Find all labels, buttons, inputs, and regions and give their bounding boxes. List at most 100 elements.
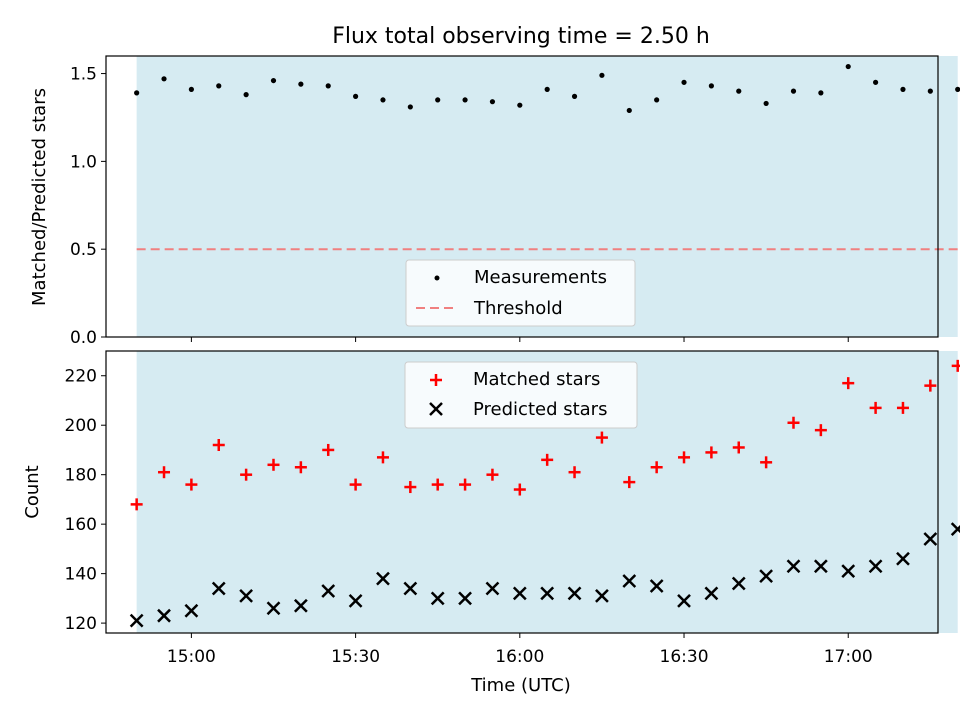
measurement-point (708, 83, 714, 89)
legend-measurements-label: Measurements (474, 267, 607, 288)
predicted-star-point (458, 591, 472, 606)
top-y-tick-label: 0.0 (70, 328, 97, 348)
measurement-point (216, 83, 222, 89)
bottom-y-tick-label: 180 (65, 466, 97, 486)
bottom-y-axis: 120 140 160 180 200 220 (65, 367, 106, 634)
predicted-star-point (403, 581, 418, 596)
predicted-star-point (759, 569, 774, 583)
matched-star-point (732, 441, 745, 454)
matched-star-point (486, 468, 499, 481)
top-y-axis: 0.0 0.5 1.0 1.5 (70, 65, 106, 348)
predicted-star-point (731, 576, 746, 591)
predicted-star-point (950, 522, 960, 536)
bottom-x-tick-label: 15:30 (331, 647, 380, 667)
predicted-star-point (786, 559, 801, 574)
measurement-point (544, 86, 550, 92)
predicted-star-point (813, 559, 828, 574)
bottom-x-axis: 15:00 15:30 16:00 16:30 17:00 (167, 633, 873, 667)
matched-star-point (869, 401, 882, 414)
matched-star-point (678, 451, 691, 464)
predicted-star-point (129, 613, 144, 628)
matched-star-point (623, 476, 636, 489)
predicted-star-point (841, 564, 856, 579)
measurement-point (134, 90, 140, 96)
matched-star-point (185, 478, 198, 491)
predicted-star-point (896, 551, 910, 566)
matched-star-point (760, 456, 773, 469)
x-axis-label: Time (UTC) (470, 675, 571, 696)
legend-matched-marker (430, 374, 442, 386)
bottom-y-tick-label: 140 (65, 565, 97, 585)
measurement-point (325, 83, 331, 89)
measurement-point (571, 93, 578, 99)
bottom-y-axis-label: Count (22, 465, 43, 518)
predicted-star-point (512, 586, 527, 601)
measurement-point (681, 79, 687, 85)
matched-star-point (595, 431, 608, 444)
top-legend: Measurements Threshold (405, 259, 636, 327)
predicted-star-point (239, 589, 254, 603)
measurement-point (873, 79, 879, 85)
legend-predicted-label: Predicted stars (473, 399, 607, 420)
top-legend-box (405, 259, 636, 327)
matched-star-point (240, 468, 253, 481)
measurement-point (927, 88, 933, 94)
measurement-point (845, 63, 851, 70)
count-points (129, 359, 960, 628)
measurement-point (298, 81, 304, 87)
matched-star-point (513, 483, 526, 496)
measurement-point (955, 86, 960, 92)
matched-star-point (376, 451, 389, 464)
matched-star-point (924, 379, 937, 392)
top-panel: 0.0 0.5 1.0 1.5 Matched/Predicted stars Mea… (29, 55, 960, 348)
matched-star-point (650, 461, 663, 474)
measurement-point (599, 72, 605, 78)
legend-predicted-marker (429, 402, 443, 416)
matched-star-point (158, 466, 171, 479)
matched-star-point (431, 478, 444, 491)
predicted-star-point (485, 581, 500, 596)
bottom-x-tick-label: 16:30 (660, 647, 709, 667)
matched-star-point (705, 446, 718, 459)
legend-matched-label: Matched stars (473, 369, 600, 390)
bottom-axes-frame (105, 350, 939, 634)
top-axes-frame (105, 55, 939, 338)
matched-star-point (951, 359, 960, 372)
measurement-point (626, 107, 632, 114)
matched-star-point (787, 416, 800, 429)
matched-star-point (267, 458, 280, 471)
matched-star-point (541, 453, 554, 466)
top-y-axis-label: Matched/Predicted stars (29, 88, 50, 306)
bottom-y-tick-label: 200 (65, 416, 97, 436)
measurement-point (790, 88, 797, 94)
predicted-star-point (184, 603, 199, 618)
measurement-point (435, 97, 441, 103)
predicted-star-point (266, 601, 281, 616)
predicted-star-point (677, 593, 691, 608)
matched-star-point (459, 478, 472, 491)
legend-threshold-label: Threshold (473, 298, 563, 319)
bottom-x-tick-label: 16:00 (495, 647, 544, 667)
predicted-star-point (595, 589, 609, 603)
predicted-star-point (157, 608, 171, 623)
matched-star-point (130, 498, 143, 511)
measurement-point (353, 93, 359, 99)
measurement-point (407, 104, 413, 110)
measurement-point (818, 90, 824, 96)
predicted-star-point (868, 559, 883, 574)
bottom-legend-box (404, 361, 638, 429)
matched-star-point (568, 466, 581, 479)
predicted-star-point (923, 532, 938, 546)
chart-title: Flux total observing time = 2.50 h (332, 24, 710, 49)
top-y-tick-label: 1.0 (70, 152, 97, 172)
predicted-star-point (430, 591, 445, 606)
matched-star-point (404, 481, 417, 494)
measurement-point (462, 97, 468, 103)
measurement-point (161, 76, 167, 82)
top-y-tick-label: 0.5 (70, 240, 97, 260)
measurement-point (188, 86, 194, 92)
predicted-star-point (540, 586, 555, 601)
bottom-y-tick-label: 220 (65, 367, 97, 387)
top-y-tick-label: 1.5 (70, 65, 97, 85)
